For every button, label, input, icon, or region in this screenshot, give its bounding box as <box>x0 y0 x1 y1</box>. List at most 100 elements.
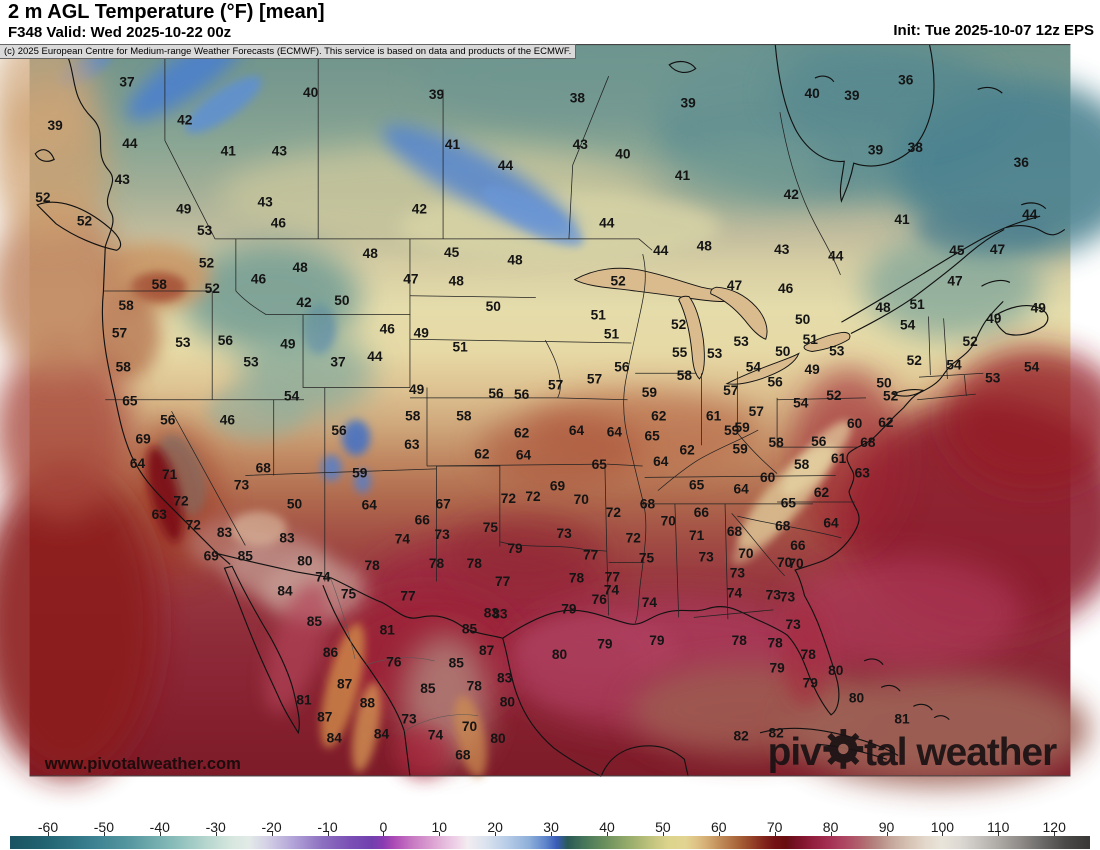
temp-label: 68 <box>775 518 791 533</box>
temp-label: 46 <box>251 271 267 286</box>
temp-label: 85 <box>420 681 436 696</box>
temp-label: 63 <box>855 465 871 480</box>
temp-label: 71 <box>689 528 705 543</box>
temp-label: 58 <box>677 368 693 383</box>
temp-label: 54 <box>284 389 300 404</box>
temp-label: 48 <box>363 246 379 261</box>
temp-label: 52 <box>610 273 626 288</box>
colorbar-tick-label: 50 <box>655 819 671 835</box>
temp-label: 72 <box>173 494 189 509</box>
temp-label: 51 <box>909 297 925 312</box>
temp-label: 58 <box>456 409 472 424</box>
valid-time: F348 Valid: Wed 2025-10-22 00z <box>8 24 232 41</box>
temp-label: 70 <box>738 546 754 561</box>
temp-label: 73 <box>401 711 417 726</box>
gear-icon <box>823 729 864 769</box>
temp-labels-layer: 37 40 39 38 39 40 39 36 39 38 36 39 42 44 41 43 43 40 41 42… <box>35 73 1046 763</box>
temp-label: 74 <box>315 569 331 584</box>
temp-label: 39 <box>47 118 63 133</box>
colorbar-tick-mark <box>215 832 217 836</box>
temp-label: 46 <box>778 281 794 296</box>
temp-label: 53 <box>707 346 723 361</box>
temp-label: 64 <box>130 456 146 471</box>
temp-label: 78 <box>467 556 483 571</box>
temp-label: 62 <box>514 426 530 441</box>
temp-label: 42 <box>296 295 312 310</box>
colorbar-tick-mark <box>998 832 1000 836</box>
temp-label: 71 <box>162 467 178 482</box>
temp-label: 52 <box>671 317 687 332</box>
colorbar-tick-mark <box>942 832 944 836</box>
temp-label: 41 <box>675 168 691 183</box>
temp-label: 45 <box>444 245 460 260</box>
colorbar-tick-mark <box>495 832 497 836</box>
temp-label: 59 <box>734 420 750 435</box>
temp-label: 84 <box>327 730 343 745</box>
temp-label: 63 <box>404 437 420 452</box>
temp-label: 50 <box>795 312 811 327</box>
temp-label: 58 <box>116 359 132 374</box>
temp-label: 44 <box>498 158 514 173</box>
temp-label: 78 <box>429 556 445 571</box>
temp-label: 69 <box>135 431 151 446</box>
logo-text-left: piv <box>768 731 823 774</box>
page-title: 2 m AGL Temperature (°F) [mean] <box>8 1 325 23</box>
colorbar-tick-label: 110 <box>987 819 1010 835</box>
temp-label: 58 <box>794 457 810 472</box>
temp-label: 48 <box>293 260 309 275</box>
temp-label: 49 <box>804 362 820 377</box>
temp-label: 41 <box>221 144 237 159</box>
temp-label: 59 <box>733 442 749 457</box>
temp-label: 56 <box>218 333 234 348</box>
colorbar-tick-mark <box>718 832 720 836</box>
temp-label: 79 <box>507 541 523 556</box>
temp-label: 60 <box>847 416 863 431</box>
mexico-state-borders <box>330 577 479 732</box>
colorbar-tick-mark <box>886 832 888 836</box>
temp-label: 36 <box>898 73 914 88</box>
temp-label: 74 <box>395 532 411 547</box>
temp-label: 77 <box>605 569 621 584</box>
temp-label: 70 <box>788 556 804 571</box>
temp-label: 59 <box>352 465 368 480</box>
great-lakes <box>573 267 851 385</box>
temp-label: 50 <box>775 344 791 359</box>
temp-label: 64 <box>734 481 750 496</box>
temp-label: 64 <box>516 447 532 462</box>
temp-label: 54 <box>946 357 962 372</box>
temp-label: 52 <box>907 353 923 368</box>
temp-label: 53 <box>734 334 750 349</box>
temp-label: 73 <box>234 478 250 493</box>
colorbar-tick-label: -10 <box>317 819 338 835</box>
temp-label: 64 <box>653 454 669 469</box>
temp-label: 58 <box>152 277 168 292</box>
temp-label: 77 <box>400 588 416 603</box>
temp-label: 82 <box>769 726 785 741</box>
temp-label: 52 <box>962 334 978 349</box>
temp-label: 78 <box>801 647 817 662</box>
temp-label: 72 <box>626 531 642 546</box>
temp-label: 66 <box>790 538 806 553</box>
temp-label: 47 <box>403 271 419 286</box>
pivotal-logo: piv tal weather <box>768 729 1058 774</box>
colorbar-tick-label: 0 <box>379 819 388 835</box>
temp-label: 83 <box>492 606 508 621</box>
temp-label: 39 <box>844 88 860 103</box>
temp-label: 57 <box>112 325 128 340</box>
temp-label: 52 <box>883 389 899 404</box>
temp-label: 53 <box>197 223 213 238</box>
temp-label: 47 <box>727 278 743 293</box>
temp-label: 80 <box>500 694 516 709</box>
temp-label: 52 <box>205 281 221 296</box>
temp-label: 62 <box>814 485 830 500</box>
temp-label: 70 <box>462 719 478 734</box>
temp-label: 70 <box>661 514 677 529</box>
temp-label: 64 <box>569 423 585 438</box>
temp-label: 56 <box>331 423 347 438</box>
colorbar-tick-mark <box>383 832 385 836</box>
colorbar-tick-label: 30 <box>543 819 559 835</box>
logo-text-right: tal weather <box>864 731 1057 774</box>
temp-label: 73 <box>730 566 746 581</box>
colorbar-tick-mark <box>551 832 553 836</box>
temp-label: 80 <box>849 691 865 706</box>
